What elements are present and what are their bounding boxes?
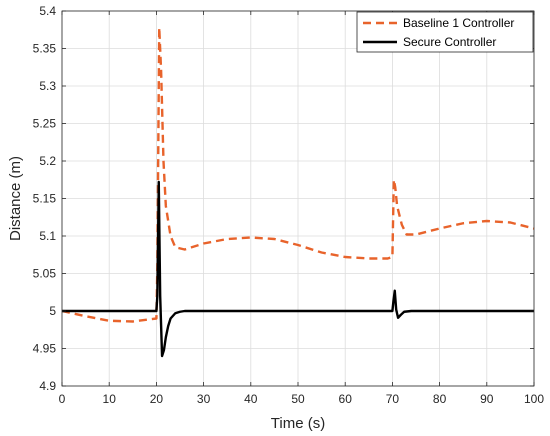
y-tick-label: 5.35 xyxy=(33,42,57,56)
x-tick-label: 70 xyxy=(386,392,400,406)
y-axis-title: Distance (m) xyxy=(7,156,24,241)
legend-label-baseline: Baseline 1 Controller xyxy=(403,16,514,30)
x-tick-label: 20 xyxy=(150,392,164,406)
x-tick-label: 90 xyxy=(480,392,494,406)
x-tick-label: 40 xyxy=(244,392,258,406)
y-tick-label: 5.2 xyxy=(39,154,56,168)
series-line-baseline xyxy=(61,26,535,323)
tick-labels: 0 10 20 30 40 50 60 70 80 90 100 4.9 4.95 5 5.05 5.1 5.1… xyxy=(33,4,545,406)
x-tick-label: 10 xyxy=(103,392,117,406)
series-group xyxy=(61,26,535,358)
x-tick-label: 30 xyxy=(197,392,211,406)
x-tick-label: 50 xyxy=(291,392,305,406)
y-tick-label: 5.3 xyxy=(39,79,56,93)
y-tick-label: 5.05 xyxy=(33,267,57,281)
y-tick-label: 5.1 xyxy=(39,229,56,243)
legend-box xyxy=(356,11,534,53)
y-tick-label: 5.4 xyxy=(39,4,56,18)
y-tick-label: 5.25 xyxy=(33,117,57,131)
y-tick-label: 5 xyxy=(49,304,56,318)
y-tick-label: 5.15 xyxy=(33,192,57,206)
legend: Baseline 1 Controller Secure Controller xyxy=(356,11,534,53)
y-tick-label: 4.95 xyxy=(33,342,57,356)
x-tick-label: 60 xyxy=(339,392,353,406)
x-tick-label: 0 xyxy=(59,392,66,406)
x-tick-label: 80 xyxy=(433,392,447,406)
x-axis-title: Time (s) xyxy=(271,415,325,432)
series-line-secure xyxy=(62,180,534,358)
x-tick-label: 100 xyxy=(524,392,544,406)
y-tick-label: 4.9 xyxy=(39,379,56,393)
legend-label-secure: Secure Controller xyxy=(403,35,496,49)
